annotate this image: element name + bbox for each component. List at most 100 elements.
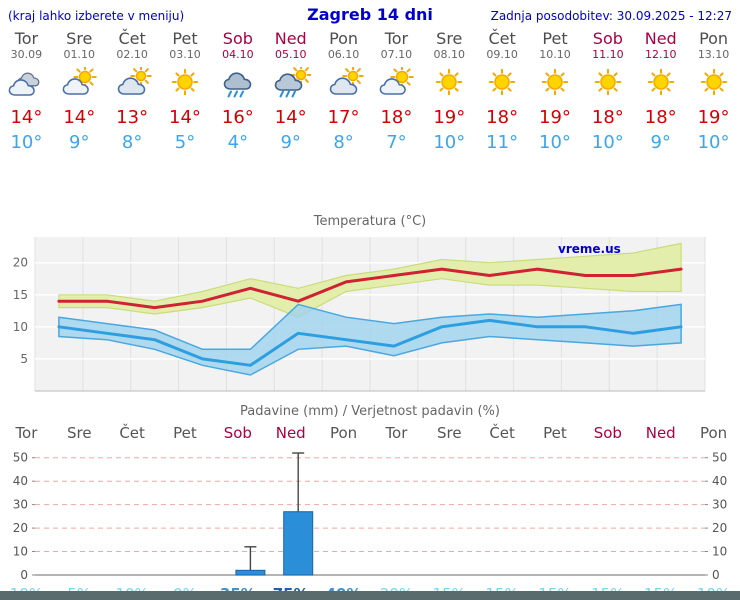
weather-icon-rain-sun [264,65,317,101]
day-date: 30.09 [10,48,43,61]
precip-day-label: Čet [119,424,145,442]
precip-y-tick-right: 0 [712,568,720,582]
day-name: Pon [699,29,729,48]
temp-min: 10° [591,132,624,153]
temp-min: 9° [69,132,90,153]
day-date: 12.10 [644,48,677,61]
temp-min: 11° [486,132,519,153]
temp-min: 8° [121,132,143,153]
temp-max: 19° [433,107,466,128]
sunny-glyph [541,68,569,96]
day-column-8: Tor 07.10 18° 7° [370,30,423,155]
weather-icon-sunny [687,65,740,101]
precip-bar [283,511,314,576]
day-column-6: Ned 05.10 14° 9° [264,30,317,155]
temp-y-tick: 10 [13,320,28,334]
cloudy-glyph [9,72,40,96]
day-name: Pet [542,29,568,48]
day-date: 05.10 [274,48,307,61]
day-column-1: Tor 30.09 14° 10° [0,30,53,155]
day-name: Sob [222,29,253,48]
weather-icon-sunny [159,65,212,101]
day-date: 09.10 [486,48,518,61]
watermark-link[interactable]: vreme.us [558,242,621,256]
page-title: Zagreb 14 dni [307,5,433,24]
precip-bar [235,569,266,576]
day-name: Čet [488,29,516,48]
temp-min: 7° [386,132,407,153]
precipitation-section: Padavine (mm) / Verjetnost padavin (%) T… [0,403,740,600]
sunny-glyph [436,68,463,96]
precip-day-label: Sob [223,424,252,442]
temp-min: 9° [650,132,671,153]
day-date: 04.10 [222,48,254,61]
weather-icon-partly-cloudy [370,65,423,101]
precip-y-tick-right: 40 [712,474,727,488]
weather-icon-mostly-cloudy [317,65,370,101]
precip-day-label: Ned [645,424,676,442]
sunny-glyph [594,68,622,96]
day-date: 01.10 [63,48,96,61]
day-date: 03.10 [169,48,201,61]
precip-day-label: Tor [15,424,38,442]
sunny-glyph [700,68,727,96]
weather-icon-rain [211,65,264,101]
precip-y-tick-left: 10 [13,545,28,559]
temperature-chart-title: Temperatura (°C) [313,214,427,229]
day-column-9: Sre 08.10 19° 10° [423,30,476,155]
day-date: 06.10 [327,48,360,61]
day-column-7: Pon 06.10 17° 8° [317,30,370,155]
weather-icon-partly-cloudy [53,65,106,101]
location-menu-hint: (kraj lahko izberete v meniju) [8,9,185,23]
temp-y-tick: 20 [13,256,28,270]
temp-max: 17° [327,107,360,128]
day-name: Sre [436,29,463,48]
day-name: Ned [274,29,307,48]
temp-min: 10° [697,132,730,153]
temp-max: 13° [116,107,149,128]
precip-y-tick-left: 20 [13,521,28,535]
day-name: Pet [172,29,198,48]
precipitation-chart: 0 0 10 10 20 20 30 30 40 40 50 50 [13,451,728,582]
temp-y-tick: 5 [20,352,28,366]
max-temp-line [57,267,683,310]
temp-min: 5° [174,132,196,153]
temp-min: 10° [539,132,571,153]
temp-max: 18° [591,107,624,128]
precip-y-tick-left: 30 [13,498,28,512]
day-date: 13.10 [697,48,730,61]
temp-max: 14° [63,107,96,128]
rain-sun-glyph [274,67,311,98]
mostly-cloudy-glyph [117,67,152,95]
temp-max: 14° [10,107,43,128]
precip-day-label: Pet [173,424,197,442]
sunny-glyph [171,68,199,96]
forecast-days-table: Tor 30.09 14° 10° Sre 01.10 14° 9° Čet 02.10 13° 8°… [0,30,740,155]
temperature-section: Temperatura (°C) 5 10 15 20 vreme.us [0,213,740,401]
precip-y-tick-left: 40 [13,474,28,488]
weather-icon-mostly-cloudy [106,65,159,101]
precip-day-label: Sob [593,424,622,442]
day-date: 10.10 [539,48,571,61]
sunny-glyph [647,68,674,96]
day-name: Tor [14,29,39,48]
precip-y-tick-right: 10 [712,545,727,559]
precip-day-label: Ned [275,424,306,442]
temp-min: 10° [433,132,466,153]
precip-day-label: Tor [385,424,408,442]
day-column-5: Sob 04.10 16° 4° [211,30,264,155]
precip-day-label: Pet [543,424,567,442]
precip-y-tick-right: 30 [712,498,727,512]
temperature-chart: 5 10 15 20 vreme.us [13,237,706,392]
weather-icon-sunny [634,65,687,101]
temp-max: 14° [274,107,307,128]
day-column-11: Pet 10.10 19° 10° [529,30,582,155]
temp-max: 18° [486,107,519,128]
partly-cloudy-glyph [380,67,415,95]
day-column-2: Sre 01.10 14° 9° [53,30,106,155]
precip-day-label: Čet [489,424,515,442]
precip-y-tick-left: 50 [13,451,28,465]
precip-day-labels-row: Tor Sre Čet Pet Sob Ned Pon Tor Sre Čet Pet Sob Ned P… [0,423,740,443]
precip-y-tick-right: 20 [712,521,727,535]
